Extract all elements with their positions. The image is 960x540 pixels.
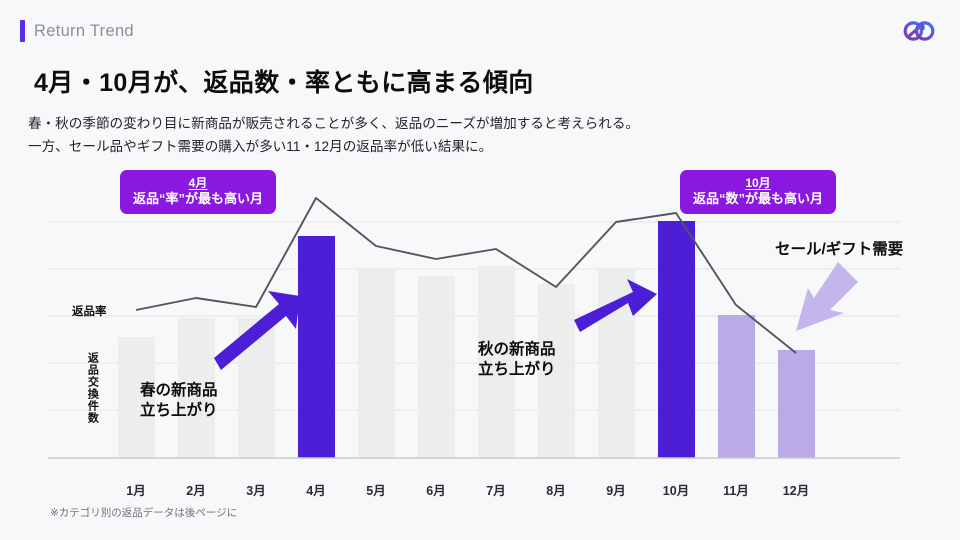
annotation-autumn-line1: 秋の新商品 — [478, 341, 556, 358]
annotation-spring-line2: 立ち上がり — [140, 402, 218, 420]
bar-8 — [538, 284, 575, 458]
x-tick-8: 8月 — [546, 484, 566, 498]
badge-april: 4月 返品“率”が最も高い月 — [120, 170, 277, 215]
x-tick-10: 10月 — [662, 484, 690, 498]
chart-bars — [118, 221, 815, 458]
subtitle-line-2: 一方、セール品やギフト需要の購入が多い11・12月の返品率が低い結果に。 — [28, 139, 493, 154]
footnote: ※カテゴリ別の返品データは後ページに — [50, 507, 238, 519]
bar-10 — [658, 221, 695, 458]
subtitle-line-1: 春・秋の季節の変わり目に新商品が販売されることが多く、返品のニーズが増加すると考… — [28, 116, 640, 131]
annotation-autumn: 秋の新商品 立ち上がり — [478, 340, 556, 380]
spring-arrow-icon — [214, 291, 300, 370]
infinity-logo-icon — [903, 21, 935, 41]
x-tick-3: 3月 — [246, 484, 266, 498]
badge-october-text: 返品“数”が最も高い月 — [693, 191, 824, 206]
badge-october-title: 10月 — [745, 176, 771, 190]
annotation-autumn-line2: 立ち上がり — [478, 361, 556, 379]
bar-7 — [478, 266, 515, 458]
x-tick-7: 7月 — [486, 484, 506, 498]
autumn-arrow-icon — [574, 279, 657, 332]
accent-bar-icon — [20, 20, 25, 42]
x-tick-5: 5月 — [366, 484, 386, 498]
annotation-sale: セール/ギフト需要 — [775, 240, 903, 260]
bar-1 — [118, 337, 155, 458]
annotation-spring-line1: 春の新商品 — [140, 382, 218, 399]
y-axis-rate-label: 返品率 — [72, 306, 107, 318]
x-tick-12: 12月 — [782, 484, 810, 498]
x-tick-11: 11月 — [723, 484, 749, 498]
badge-october: 10月 返品“数”が最も高い月 — [680, 170, 837, 215]
bar-11 — [718, 315, 755, 458]
x-tick-2: 2月 — [186, 484, 206, 498]
x-tick-6: 6月 — [426, 484, 446, 498]
badge-april-title: 4月 — [188, 176, 208, 190]
badge-april-text: 返品“率”が最も高い月 — [133, 191, 264, 206]
bar-5 — [358, 269, 395, 458]
eyebrow-label: Return Trend — [34, 21, 134, 40]
bar-12 — [778, 350, 815, 458]
return-rate-line — [135, 197, 797, 354]
x-tick-1: 1月 — [126, 484, 146, 498]
x-tick-4: 4月 — [306, 484, 326, 498]
page-subtitle: 春・秋の季節の変わり目に新商品が販売されることが多く、返品のニーズが増加すると考… — [28, 112, 639, 158]
bar-6 — [418, 276, 455, 458]
annotation-sale-line1: セール/ギフト需要 — [775, 241, 904, 258]
annotation-spring: 春の新商品 立ち上がり — [140, 381, 218, 421]
bar-4 — [298, 236, 335, 458]
y-axis-count-label: 返品交換件数 — [86, 352, 99, 424]
page-title: 4月・10月が、返品数・率ともに高まる傾向 — [34, 69, 534, 97]
bar-2 — [178, 318, 215, 458]
x-tick-9: 9月 — [606, 484, 626, 498]
sale-arrow-icon — [796, 262, 858, 331]
breadcrumb: Return Trend — [20, 20, 134, 42]
